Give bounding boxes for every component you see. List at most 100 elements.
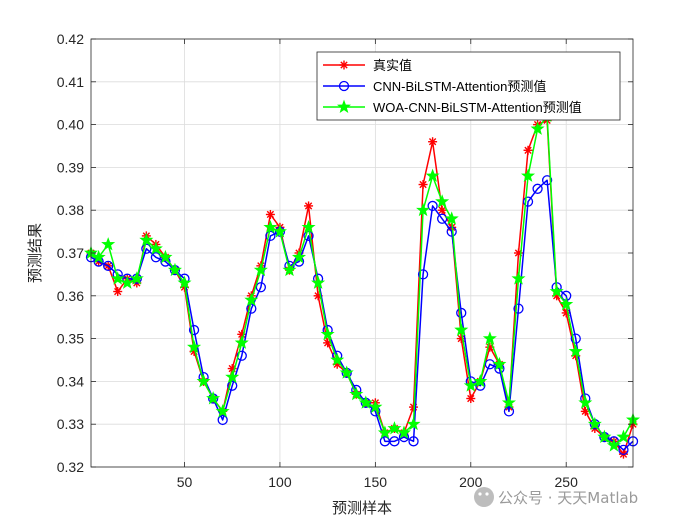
- data-point-marker: [167, 262, 182, 277]
- data-point-marker: [541, 175, 553, 186]
- data-point-marker: [148, 241, 163, 255]
- data-point-marker: [292, 249, 307, 264]
- data-point-marker: [484, 359, 496, 370]
- asterisk-stroke: [467, 394, 475, 403]
- data-point-marker: [522, 196, 534, 207]
- series-line: [90, 115, 634, 447]
- data-point-marker: [187, 339, 202, 354]
- data-point-marker: [503, 406, 515, 417]
- data-point-marker: [282, 262, 297, 277]
- data-point-marker: [501, 395, 516, 409]
- data-point-marker: [101, 237, 116, 251]
- data-point-marker: [549, 284, 564, 298]
- legend-box: [316, 51, 621, 121]
- series-3: [83, 108, 641, 452]
- legend: 真实值 CNN-BiLSTM-Attention预测值 WOA-CNN-BiLSTM…: [316, 51, 621, 121]
- data-point-marker: [396, 425, 411, 439]
- wechat-icon-eye-left: [478, 492, 482, 496]
- data-point-marker: [358, 395, 373, 409]
- data-point-marker: [349, 386, 364, 401]
- data-point-marker: [437, 213, 448, 224]
- x-tick-label: 100: [268, 474, 292, 490]
- data-point-marker: [244, 292, 259, 307]
- data-point-marker: [129, 271, 144, 285]
- data-point-marker: [523, 145, 533, 155]
- data-point-marker: [91, 249, 106, 264]
- data-point-marker: [530, 121, 545, 135]
- data-point-marker: [206, 391, 221, 405]
- data-point-marker: [597, 429, 612, 444]
- data-point-marker: [606, 438, 621, 452]
- data-point-marker: [466, 394, 476, 404]
- data-point-marker: [236, 350, 247, 361]
- y-tick-label: 0.37: [57, 245, 84, 261]
- data-point-marker: [482, 331, 497, 345]
- data-point-marker: [139, 232, 154, 247]
- data-point-marker: [339, 365, 354, 379]
- data-point-marker: [120, 275, 135, 289]
- data-point-marker: [253, 262, 268, 277]
- watermark: 公众号 · 天天Matlab: [474, 487, 638, 507]
- x-tick-label: 150: [364, 474, 388, 490]
- x-tick-label: 50: [177, 474, 193, 490]
- data-point-marker: [444, 211, 459, 225]
- y-tick-label: 0.39: [57, 159, 84, 175]
- data-point-marker: [196, 374, 211, 388]
- data-point-marker: [255, 282, 267, 293]
- x-tick-label: 250: [555, 474, 579, 490]
- data-point-marker: [265, 209, 275, 219]
- data-point-marker: [227, 380, 238, 391]
- data-point-marker: [418, 180, 428, 190]
- data-point-marker: [473, 374, 488, 388]
- legend-item-2: CNN-BiLSTM-Attention预测值: [323, 79, 546, 94]
- data-point-marker: [578, 395, 593, 409]
- data-point-marker: [377, 425, 392, 439]
- legend-marker: [339, 60, 349, 70]
- asterisk-stroke: [266, 210, 275, 219]
- legend-item-3: WOA-CNN-BiLSTM-Attention预测值: [323, 99, 582, 115]
- data-point-marker: [272, 224, 287, 238]
- asterisk-stroke: [457, 334, 465, 343]
- data-point-marker: [406, 416, 421, 431]
- data-point-marker: [311, 275, 326, 289]
- asterisk-stroke: [228, 364, 236, 373]
- legend-marker: [336, 99, 352, 113]
- y-tick-label: 0.41: [57, 74, 84, 90]
- data-point-marker: [513, 303, 524, 314]
- y-tick-label: 0.35: [57, 331, 84, 347]
- asterisk-stroke: [340, 61, 348, 69]
- data-point-marker: [618, 444, 629, 456]
- data-point-marker: [559, 296, 574, 311]
- data-point-marker: [301, 219, 316, 234]
- legend-label: 真实值: [373, 58, 412, 73]
- data-point-marker: [158, 249, 173, 264]
- data-point-marker: [330, 352, 345, 366]
- data-point-marker: [113, 287, 123, 297]
- data-point-marker: [425, 168, 440, 182]
- data-point-marker: [570, 333, 581, 344]
- legend-label: CNN-BiLSTM-Attention预测值: [373, 79, 546, 94]
- data-point-marker: [568, 344, 583, 358]
- data-point-marker: [141, 243, 152, 254]
- data-point-marker: [616, 429, 631, 444]
- data-point-marker: [416, 202, 431, 217]
- data-point-marker: [225, 369, 240, 384]
- data-point-marker: [368, 399, 383, 414]
- data-point-marker: [150, 252, 162, 263]
- y-tick-label: 0.40: [57, 117, 84, 133]
- data-point-marker: [463, 378, 478, 392]
- y-tick-label: 0.32: [57, 459, 84, 475]
- data-point-marker: [103, 260, 114, 271]
- data-point-marker: [454, 322, 469, 337]
- axis-ticks: 50 100 150 200 250 0.32 0.33 0.34 0.35 0.36 0.37 0.…: [57, 31, 633, 490]
- data-point-marker: [456, 307, 467, 319]
- y-tick-label: 0.38: [57, 202, 84, 218]
- asterisk-stroke: [562, 309, 570, 317]
- data-point-marker: [217, 414, 228, 426]
- y-tick-label: 0.33: [57, 416, 84, 432]
- asterisk-stroke: [524, 146, 532, 154]
- wechat-icon: [474, 487, 494, 507]
- watermark-text: 公众号 · 天天Matlab: [498, 489, 638, 507]
- data-point-marker: [304, 201, 314, 211]
